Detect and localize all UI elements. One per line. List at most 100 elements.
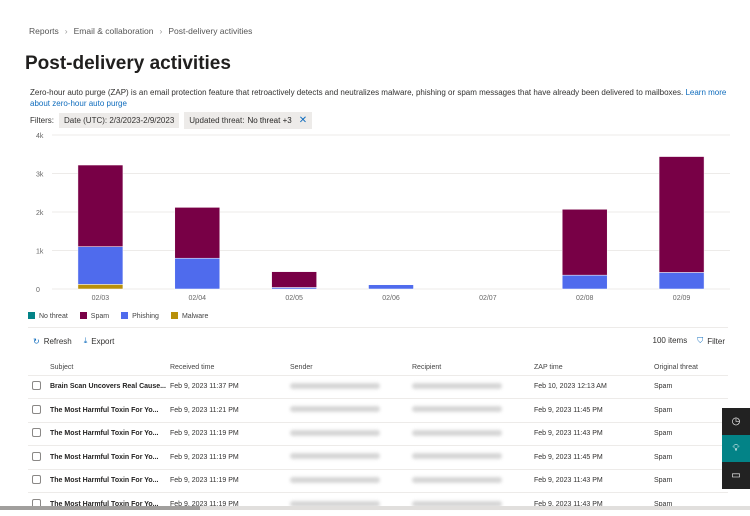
col-subject[interactable]: Subject — [46, 360, 166, 375]
filter-label: Filter — [707, 337, 725, 346]
horizontal-scrollbar[interactable] — [0, 506, 750, 510]
recipient-cell — [408, 469, 530, 493]
table-row[interactable]: The Most Harmful Toxin For Yo...Feb 9, 2… — [28, 469, 728, 493]
chart-legend: No threat Spam Phishing Malware — [28, 312, 208, 320]
legend-swatch — [80, 312, 87, 319]
breadcrumb-current: Post-delivery activities — [168, 26, 252, 36]
bar-phishing — [562, 275, 607, 289]
legend-swatch — [121, 312, 128, 319]
col-recipient[interactable]: Recipient — [408, 360, 530, 375]
threat-cell: Spam — [650, 446, 728, 470]
threat-cell: Spam — [650, 422, 728, 446]
col-original-threat[interactable]: Original threat — [650, 360, 728, 375]
received-cell: Feb 9, 2023 11:19 PM — [166, 422, 286, 446]
breadcrumb-reports[interactable]: Reports — [29, 26, 59, 36]
filter-icon: ⛉ — [697, 336, 703, 346]
row-checkbox[interactable] — [32, 405, 41, 414]
threat-cell: Spam — [650, 493, 728, 516]
zap-time-cell: Feb 9, 2023 11:43 PM — [530, 422, 650, 446]
scrollbar-thumb[interactable] — [0, 506, 200, 510]
subject-cell[interactable]: The Most Harmful Toxin For Yo... — [46, 446, 166, 470]
received-cell: Feb 9, 2023 11:19 PM — [166, 469, 286, 493]
col-zap-time[interactable]: ZAP time — [530, 360, 650, 375]
threat-filter-chip[interactable]: Updated threat:No threat +3✕ — [184, 112, 312, 129]
chevron-right-icon: › — [159, 26, 162, 36]
close-icon[interactable]: ✕ — [299, 115, 307, 126]
x-tick-label: 02/07 — [479, 295, 497, 302]
bar-spam — [175, 207, 220, 258]
help-icon[interactable]: ◷ — [722, 408, 750, 435]
legend-label: Malware — [182, 313, 208, 320]
x-tick-label: 02/03 — [92, 295, 110, 302]
sender-cell — [286, 422, 408, 446]
threat-cell: Spam — [650, 469, 728, 493]
zap-time-cell: Feb 9, 2023 11:45 PM — [530, 399, 650, 423]
description: Zero-hour auto purge (ZAP) is an email p… — [30, 87, 730, 109]
lightbulb-icon[interactable]: 💡︎ — [722, 435, 750, 462]
table-toolbar: ↻Refresh ⤓Export 100 items⛉Filter — [33, 336, 725, 346]
zap-time-cell: Feb 9, 2023 11:43 PM — [530, 493, 650, 516]
col-sender[interactable]: Sender — [286, 360, 408, 375]
date-filter-chip[interactable]: Date (UTC): 2/3/2023-2/9/2023 — [59, 113, 179, 128]
breadcrumb: Reports › Email & collaboration › Post-del… — [29, 26, 252, 36]
zap-time-cell: Feb 9, 2023 11:43 PM — [530, 469, 650, 493]
row-checkbox[interactable] — [32, 428, 41, 437]
redacted-recipient — [412, 383, 502, 389]
date-filter-text: Date (UTC): 2/3/2023-2/9/2023 — [64, 116, 174, 125]
y-tick-label: 3k — [36, 172, 44, 179]
redacted-recipient — [412, 406, 502, 412]
legend-item[interactable]: No threat — [28, 312, 68, 320]
sender-cell — [286, 375, 408, 399]
x-tick-label: 02/04 — [189, 295, 207, 302]
received-cell: Feb 9, 2023 11:21 PM — [166, 399, 286, 423]
redacted-recipient — [412, 430, 502, 436]
table-row[interactable]: The Most Harmful Toxin For Yo...Feb 9, 2… — [28, 422, 728, 446]
breadcrumb-email-collab[interactable]: Email & collaboration — [74, 26, 154, 36]
row-checkbox[interactable] — [32, 452, 41, 461]
legend-label: No threat — [39, 313, 68, 320]
table-row[interactable]: The Most Harmful Toxin For Yo...Feb 9, 2… — [28, 493, 728, 516]
sender-cell — [286, 399, 408, 423]
description-text: Zero-hour auto purge (ZAP) is an email p… — [30, 88, 685, 97]
filters-label: Filters: — [30, 116, 54, 125]
side-panel: ◷ 💡︎ ▭ — [722, 408, 750, 489]
subject-cell[interactable]: Brain Scan Uncovers Real Cause... — [46, 375, 166, 399]
legend-item[interactable]: Malware — [171, 312, 208, 320]
subject-cell[interactable]: The Most Harmful Toxin For Yo... — [46, 469, 166, 493]
refresh-icon: ↻ — [33, 337, 40, 346]
table-row[interactable]: The Most Harmful Toxin For Yo...Feb 9, 2… — [28, 446, 728, 470]
subject-cell[interactable]: The Most Harmful Toxin For Yo... — [46, 399, 166, 423]
subject-cell[interactable]: The Most Harmful Toxin For Yo... — [46, 493, 166, 516]
table-row[interactable]: Brain Scan Uncovers Real Cause...Feb 9, … — [28, 375, 728, 399]
legend-label: Phishing — [132, 313, 159, 320]
y-tick-label: 4k — [36, 133, 44, 140]
y-tick-label: 0 — [36, 287, 40, 294]
sender-cell — [286, 493, 408, 516]
legend-item[interactable]: Spam — [80, 312, 109, 320]
x-tick-label: 02/06 — [382, 295, 400, 302]
row-checkbox[interactable] — [32, 381, 41, 390]
recipient-cell — [408, 493, 530, 516]
row-checkbox[interactable] — [32, 475, 41, 484]
bar-spam — [562, 209, 607, 275]
divider — [28, 327, 728, 328]
feedback-icon[interactable]: ▭ — [722, 462, 750, 489]
col-received[interactable]: Received time — [166, 360, 286, 375]
x-tick-label: 02/05 — [285, 295, 303, 302]
chevron-right-icon: › — [65, 26, 68, 36]
received-cell: Feb 9, 2023 11:19 PM — [166, 493, 286, 516]
threat-filter-value: No threat +3 — [247, 116, 291, 125]
page-title: Post-delivery activities — [25, 53, 231, 75]
legend-item[interactable]: Phishing — [121, 312, 159, 320]
subject-cell[interactable]: The Most Harmful Toxin For Yo... — [46, 422, 166, 446]
recipient-cell — [408, 422, 530, 446]
table-row[interactable]: The Most Harmful Toxin For Yo...Feb 9, 2… — [28, 399, 728, 423]
refresh-button[interactable]: ↻Refresh — [33, 337, 72, 346]
filter-button[interactable]: ⛉ Filter — [697, 336, 725, 346]
redacted-recipient — [412, 453, 502, 459]
bar-spam — [659, 157, 704, 273]
redacted-sender — [290, 406, 380, 412]
export-button[interactable]: ⤓Export — [84, 336, 115, 346]
filters-bar: Filters: Date (UTC): 2/3/2023-2/9/2023 U… — [30, 112, 312, 129]
